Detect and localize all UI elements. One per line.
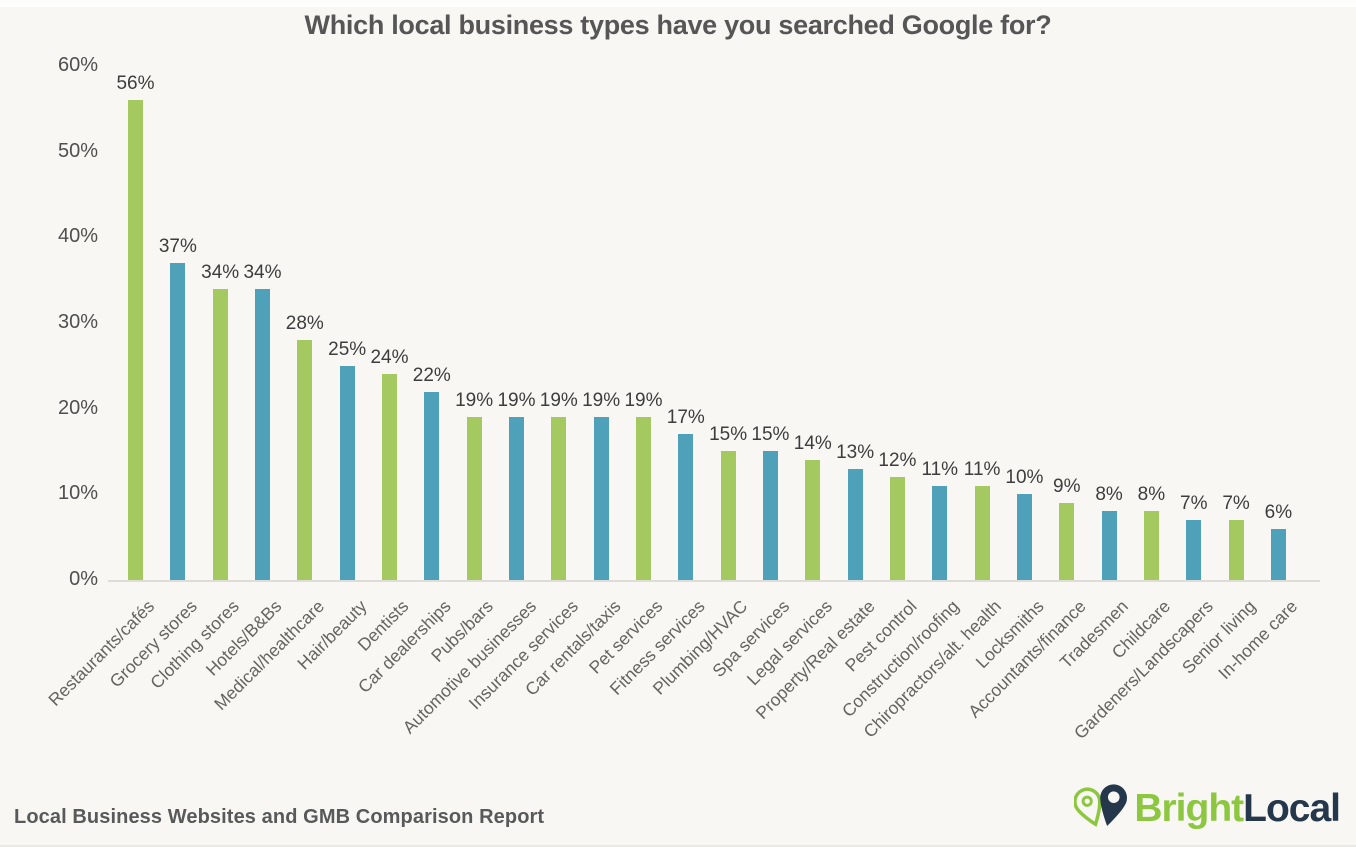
bar-value-label: 8%: [1137, 484, 1166, 506]
bar: [466, 417, 482, 580]
bar-value-label: 25%: [328, 338, 367, 360]
bar: [847, 468, 863, 580]
bar-value-label: 12%: [878, 450, 917, 472]
bar-value-label: 7%: [1180, 493, 1208, 515]
bar: [1143, 511, 1159, 580]
y-axis-tick-label: 10%: [57, 482, 98, 505]
bar-value-label: 19%: [539, 390, 578, 412]
bar-value-label: 10%: [1005, 467, 1044, 489]
bar: [297, 340, 313, 580]
y-axis-tick-label: 60%: [57, 53, 98, 76]
bar-value-label: 19%: [582, 390, 621, 412]
bar: [1101, 511, 1117, 580]
bottom-edge-line: [0, 845, 1356, 847]
bar-value-label: 34%: [243, 261, 282, 283]
bar: [1016, 494, 1032, 580]
bar: [381, 374, 397, 580]
bar: [635, 417, 651, 580]
bar: [1186, 520, 1202, 580]
bar: [212, 288, 228, 580]
bar: [593, 417, 609, 580]
bar: [508, 417, 524, 580]
report-title: Local Business Websites and GMB Comparis…: [14, 806, 545, 828]
bar: [1270, 528, 1286, 580]
bar-value-label: 15%: [751, 424, 790, 446]
bar: [678, 434, 694, 580]
bar: [128, 100, 143, 580]
bar: [424, 391, 440, 580]
bar-value-label: 24%: [370, 347, 409, 369]
bar: [1228, 520, 1244, 580]
bar-value-label: 9%: [1053, 475, 1081, 497]
y-axis-tick-label: 30%: [57, 310, 98, 333]
y-axis-tick-label: 0%: [69, 568, 98, 590]
chart-title: Which local business types have you sear…: [304, 10, 1052, 40]
bar-value-label: 11%: [963, 458, 1001, 480]
bar-value-label: 22%: [412, 364, 451, 386]
brand-wordmark: BrightLocal: [1134, 779, 1341, 839]
bar-value-label: 13%: [836, 441, 875, 463]
bar-value-label: 11%: [921, 458, 959, 480]
y-axis-tick-label: 20%: [57, 396, 98, 419]
bar-value-label: 17%: [666, 407, 705, 429]
bar-value-label: 34%: [201, 261, 240, 283]
bar: [170, 263, 186, 580]
brightlocal-logo: BrightLocal: [1073, 776, 1341, 841]
bar: [1059, 502, 1075, 580]
bar-value-label: 7%: [1222, 493, 1250, 515]
bar: [889, 477, 905, 580]
bar: [932, 485, 948, 580]
bar-value-label: 14%: [793, 433, 832, 455]
bar-value-label: 8%: [1095, 484, 1123, 506]
bar: [551, 417, 567, 580]
bar: [254, 288, 270, 580]
bar-value-label: 19%: [455, 390, 494, 412]
top-edge-strip: [0, 0, 1356, 7]
bar-value-label: 56%: [116, 73, 155, 95]
bar-value-label: 19%: [497, 390, 536, 412]
bar-value-label: 37%: [158, 236, 197, 258]
x-axis-baseline: [108, 580, 1320, 582]
bar-value-label: 6%: [1264, 501, 1293, 523]
bar: [339, 365, 355, 580]
y-axis-tick-label: 50%: [57, 139, 98, 162]
bar-value-label: 28%: [285, 313, 324, 335]
brand-local-text: Local: [1243, 786, 1341, 830]
bar-value-label: 19%: [624, 390, 663, 412]
y-axis-tick-label: 40%: [57, 225, 98, 248]
bar: [974, 485, 990, 580]
bar-value-label: 15%: [709, 424, 748, 446]
bar: [805, 460, 821, 580]
bar: [720, 451, 736, 580]
map-pin-heart-icon: [1073, 776, 1132, 841]
bar: [762, 451, 778, 580]
brand-bright-text: Bright: [1134, 786, 1244, 830]
